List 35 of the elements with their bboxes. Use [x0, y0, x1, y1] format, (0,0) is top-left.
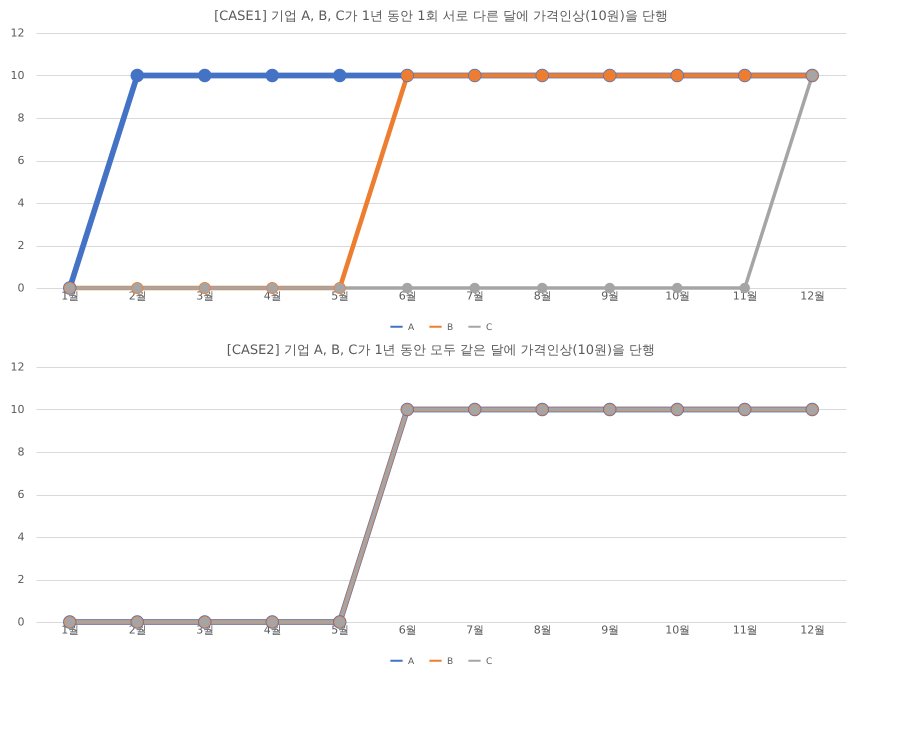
x-tick-label: 10월 [665, 624, 690, 636]
x-tick-label: 9월 [601, 290, 620, 302]
x-tick-label: 6월 [398, 624, 417, 636]
x-tick-label: 7월 [466, 624, 484, 636]
y-tick-label: 6 [18, 488, 24, 501]
legend-label: C [486, 322, 492, 333]
x-tick-label: 9월 [601, 624, 620, 636]
chart-title: [CASE2] 기업 A, B, C가 1년 동안 모두 같은 달에 가격인상(10원)을 단행 [226, 343, 656, 358]
y-tick-label: 8 [18, 446, 24, 458]
chart-title: [CASE1] 기업 A, B, C가 1년 동안 1회 서로 다른 달에 가격인상(10원)을 단행 [214, 9, 668, 24]
x-tick-label: 11월 [732, 624, 758, 636]
x-tick-label: 12월 [800, 290, 826, 302]
y-tick-label: 0 [18, 282, 24, 294]
y-tick-label: 10 [10, 69, 24, 82]
legend-label: A [408, 656, 415, 667]
x-tick-label: 12월 [800, 624, 826, 636]
y-tick-label: 6 [18, 154, 24, 167]
y-tick-label: 4 [18, 196, 24, 210]
y-tick-label: 0 [18, 616, 24, 628]
x-tick-label: 10월 [665, 290, 690, 302]
x-tick-label: 8월 [534, 624, 552, 636]
legend-label: C [486, 656, 492, 667]
y-tick-label: 8 [18, 112, 24, 124]
y-tick-label: 2 [18, 573, 24, 586]
legend-label: B [447, 322, 454, 333]
y-tick-label: 2 [18, 239, 24, 252]
x-tick-label: 8월 [534, 290, 552, 302]
legend-label: A [408, 322, 415, 333]
y-tick-label: 4 [18, 530, 24, 544]
y-tick-label: 10 [10, 403, 24, 416]
y-tick-label: 12 [10, 26, 24, 40]
y-tick-label: 12 [10, 360, 24, 374]
x-tick-label: 6월 [398, 290, 417, 302]
legend-label: B [447, 656, 454, 667]
x-tick-label: 11월 [732, 290, 758, 302]
